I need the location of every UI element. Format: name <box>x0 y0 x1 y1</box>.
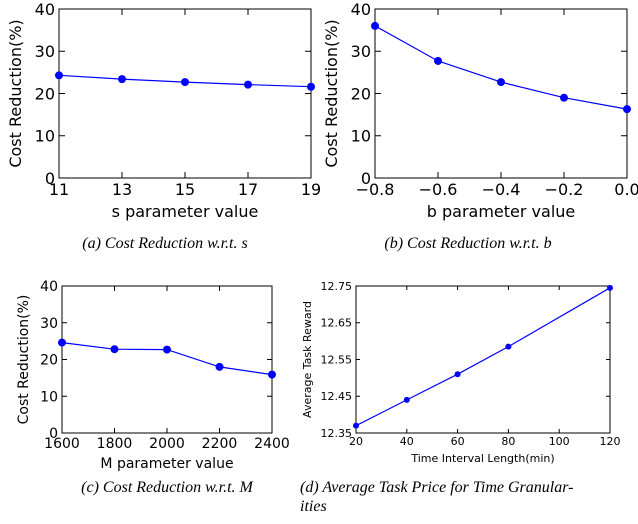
x-tick-label: 17 <box>238 180 258 199</box>
x-tick-label: −0.6 <box>419 180 458 199</box>
plot-frame <box>355 285 611 434</box>
figure-caption: (c) Cost Reduction w.r.t. M <box>81 479 254 496</box>
y-tick-label: 10 <box>35 127 55 146</box>
x-axis-label: M parameter value <box>100 456 233 472</box>
x-tick-label: 40 <box>400 435 414 448</box>
y-tick-label: 12.65 <box>321 317 353 330</box>
data-point <box>353 422 359 429</box>
figure-caption-line2: ities <box>300 498 327 515</box>
y-tick-label: 20 <box>35 84 55 103</box>
y-tick-label: 40 <box>40 279 58 295</box>
data-point <box>55 71 63 80</box>
x-tick-label: −0.2 <box>545 180 584 199</box>
y-tick-label: 0 <box>49 426 58 442</box>
data-point <box>110 345 119 354</box>
series-line <box>355 287 611 427</box>
data-point <box>215 362 224 371</box>
x-tick-label: 120 <box>600 435 621 448</box>
figure-caption: (a) Cost Reduction w.r.t. s <box>82 235 247 252</box>
data-point <box>371 21 379 30</box>
data-point <box>607 284 613 291</box>
y-tick-label: 30 <box>351 42 371 61</box>
y-tick-label: 12.35 <box>321 427 353 440</box>
chart-panel-1: 11 13 15 17 19 0 10 20 30 40 s parameter value Cost… <box>6 0 321 252</box>
x-tick-label: 13 <box>112 180 132 199</box>
x-tick-label: 2000 <box>149 436 185 452</box>
data-point <box>623 105 631 114</box>
data-point <box>497 78 505 87</box>
y-axis-label: Cost Reduction(%) <box>6 19 25 167</box>
data-point <box>454 371 461 378</box>
y-axis-label: Cost Reduction(%) <box>16 295 32 425</box>
data-point <box>307 82 315 91</box>
data-point <box>181 78 189 87</box>
data-point <box>163 345 171 354</box>
x-tick-label: 2200 <box>202 436 238 452</box>
x-axis-label: b parameter value <box>427 202 576 221</box>
y-axis-label: Average Task Reward <box>301 301 314 418</box>
data-point <box>505 343 512 350</box>
data-point <box>268 370 276 379</box>
y-axis-label: Cost Reduction(%) <box>322 19 341 167</box>
chart-panel-3: 1600 1800 2000 2200 2400 0 10 20 30 40 M parameter… <box>16 279 290 496</box>
data-point <box>58 338 66 347</box>
x-tick-label: 11 <box>49 180 69 199</box>
data-point <box>244 80 252 89</box>
chart-panel-2: −0.8 −0.6 −0.4 −0.2 0.0 0 10 20 30 40 b parameter … <box>322 0 638 252</box>
data-point <box>118 75 126 84</box>
x-tick-label: 15 <box>175 180 195 199</box>
data-point <box>434 56 442 65</box>
y-tick-label: 12.55 <box>321 353 353 366</box>
data-point <box>403 396 410 403</box>
y-tick-label: 10 <box>351 127 371 146</box>
x-tick-label: 0.0 <box>614 180 638 199</box>
x-tick-label: 20 <box>349 435 363 448</box>
x-tick-label: −0.4 <box>482 180 521 199</box>
x-tick-label: −0.8 <box>356 180 395 199</box>
y-tick-label: 40 <box>35 0 55 19</box>
x-tick-label: 2400 <box>254 436 290 452</box>
data-point <box>560 93 568 102</box>
y-tick-label: 20 <box>351 84 371 103</box>
y-tick-label: 12.75 <box>321 280 353 293</box>
y-tick-label: 10 <box>40 389 58 405</box>
x-tick-label: 1800 <box>97 436 133 452</box>
y-tick-label: 30 <box>35 42 55 61</box>
plot-frame <box>374 8 628 179</box>
figure-caption: (d) Average Task Price for Time Granular… <box>300 479 573 496</box>
x-tick-label: 1600 <box>44 436 80 452</box>
y-tick-label: 12.45 <box>321 390 353 403</box>
chart-panel-4: 20 40 60 80 100 120 12.35 12.45 12.55 12.65 12.75 T… <box>300 280 621 515</box>
y-tick-label: 20 <box>40 353 58 369</box>
x-tick-label: 100 <box>549 435 570 448</box>
plot-frame <box>58 8 312 179</box>
y-tick-label: 40 <box>351 0 371 19</box>
y-tick-label: 30 <box>40 316 58 332</box>
x-tick-label: 19 <box>301 180 321 199</box>
y-tick-label: 0 <box>361 169 371 188</box>
x-tick-label: 80 <box>501 435 515 448</box>
plot-frame <box>61 285 273 434</box>
x-tick-label: 60 <box>451 435 465 448</box>
x-axis-label: s parameter value <box>112 202 259 221</box>
figure-caption: (b) Cost Reduction w.r.t. b <box>384 235 551 252</box>
series-line <box>374 25 628 110</box>
x-axis-label: Time Interval Length(min) <box>410 452 554 465</box>
y-tick-label: 0 <box>45 169 55 188</box>
